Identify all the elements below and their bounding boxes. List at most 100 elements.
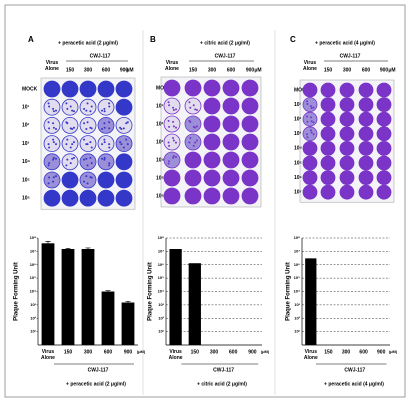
plaque xyxy=(168,160,171,163)
x-unit: (μM) xyxy=(261,349,270,354)
well xyxy=(302,170,318,186)
well xyxy=(203,169,221,187)
y-tick-label: 10⁵ xyxy=(158,275,164,280)
x-group-label: CWJ-117 xyxy=(88,367,109,373)
plate-row-label: 10³ xyxy=(156,139,164,145)
plate-treatment: + citric acid (2 μg/ml) xyxy=(200,40,250,46)
plaque xyxy=(103,107,106,110)
plaque xyxy=(89,156,92,159)
well xyxy=(97,171,115,189)
plate-row-label: 10² xyxy=(22,123,30,129)
well xyxy=(222,151,240,169)
plaque xyxy=(126,143,129,146)
well xyxy=(61,135,79,153)
plaque xyxy=(194,141,197,144)
plaque xyxy=(83,122,86,125)
well xyxy=(61,117,79,134)
well xyxy=(302,82,318,98)
well xyxy=(358,184,374,200)
plaque xyxy=(103,156,106,159)
well xyxy=(339,140,355,156)
treatment-label: + peracetic acid (4 μg/ml) xyxy=(324,381,384,387)
plate-row-label: 10⁵ xyxy=(156,175,165,181)
plaque xyxy=(86,143,89,146)
plaque xyxy=(306,115,309,118)
well xyxy=(339,184,355,200)
x-tick-label: 150 xyxy=(191,349,200,355)
well xyxy=(97,153,115,171)
error-bar xyxy=(45,241,51,244)
bar xyxy=(41,243,55,345)
plate-unit: μM xyxy=(126,67,133,73)
well xyxy=(376,126,392,142)
plaque xyxy=(71,109,74,112)
plaque xyxy=(167,162,170,165)
plaque xyxy=(55,128,57,131)
plate-column-label: 900 xyxy=(380,67,389,73)
plaque xyxy=(172,125,175,128)
well xyxy=(61,80,79,98)
well xyxy=(115,98,133,116)
well xyxy=(61,153,79,171)
plate-column-label: 300 xyxy=(343,67,352,73)
plaque xyxy=(47,102,50,105)
plate-row-label: 10² xyxy=(294,117,302,123)
plaque xyxy=(48,176,51,179)
plate-column-label: 300 xyxy=(208,67,217,73)
plaque xyxy=(310,120,313,123)
plaque xyxy=(52,158,55,161)
plaque xyxy=(172,155,175,158)
plaque xyxy=(85,157,88,160)
y-tick-label: 10⁶ xyxy=(158,262,164,267)
plaque xyxy=(125,122,128,125)
x-tick-label: 600 xyxy=(359,349,368,355)
well xyxy=(97,80,115,98)
well xyxy=(115,117,133,134)
y-axis-label: Plaque Forming Unit xyxy=(148,262,154,321)
error-bar xyxy=(105,290,111,292)
well xyxy=(222,133,240,151)
plaque xyxy=(108,162,111,165)
well xyxy=(241,97,259,115)
plaque xyxy=(172,137,175,140)
plaque xyxy=(312,121,315,124)
well xyxy=(222,97,240,115)
well xyxy=(163,151,181,169)
plaque xyxy=(86,102,89,105)
plaque xyxy=(188,119,191,122)
plaque xyxy=(306,100,309,103)
well xyxy=(376,170,392,186)
plate-row-label: 10⁴ xyxy=(156,157,165,163)
plaque xyxy=(175,155,177,158)
plaque xyxy=(172,139,175,142)
plate-row-label: 10⁶ xyxy=(294,175,302,181)
plaque xyxy=(48,105,51,108)
well xyxy=(184,97,202,115)
plaque xyxy=(172,106,175,109)
y-tick-label: 10⁴ xyxy=(294,289,300,294)
plaque xyxy=(65,102,68,105)
plate-row-label: MOCK xyxy=(294,87,310,93)
plaque xyxy=(48,146,51,149)
plaque xyxy=(89,126,92,129)
x-group-label: CWJ-117 xyxy=(344,367,365,373)
well xyxy=(358,140,374,156)
plate-column-label: 600 xyxy=(362,67,371,73)
plaque xyxy=(72,156,75,159)
plaque xyxy=(172,156,175,159)
y-tick-label: 10² xyxy=(294,315,300,320)
y-tick-label: 10² xyxy=(158,315,164,320)
well xyxy=(163,115,181,133)
plaque xyxy=(103,158,106,161)
well xyxy=(184,115,202,133)
plaque xyxy=(101,157,104,160)
plaque xyxy=(312,106,315,109)
plaque xyxy=(189,137,192,140)
plaque xyxy=(306,136,309,139)
plaque xyxy=(85,109,88,112)
well xyxy=(320,140,336,156)
well xyxy=(320,126,336,142)
y-tick-label: 10⁶ xyxy=(294,262,300,267)
well xyxy=(241,151,259,169)
well xyxy=(115,153,133,171)
